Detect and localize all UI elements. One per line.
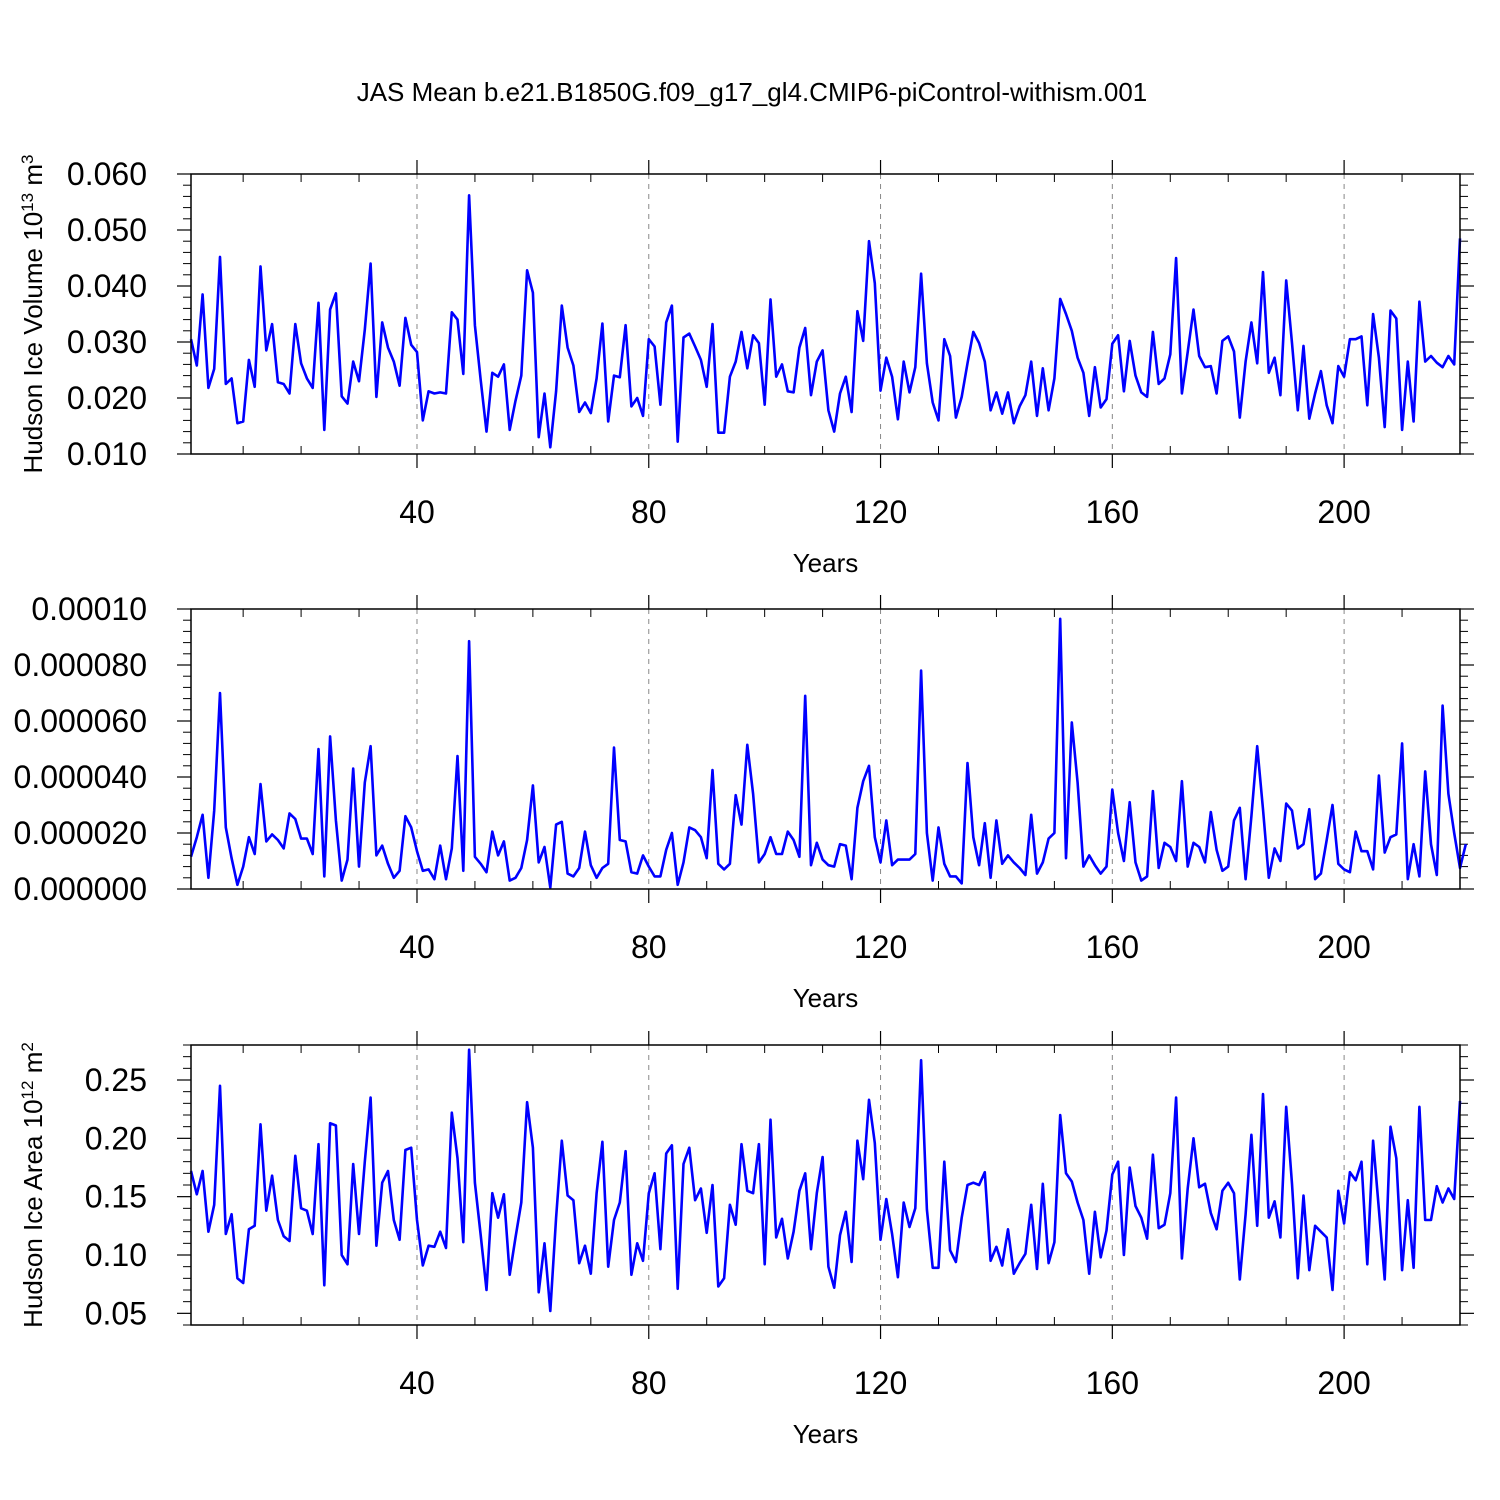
y-tick-label: 0.020	[67, 380, 147, 416]
y-tick-label: 0.000020	[14, 815, 147, 851]
y-tick-label: 0.00010	[31, 591, 147, 627]
plot-frame	[190, 173, 1461, 455]
x-tick-label: 160	[1086, 1365, 1139, 1401]
x-tick-label: 80	[631, 929, 667, 965]
x-tick-label: 80	[631, 1365, 667, 1401]
x-tick-label: 120	[854, 929, 907, 965]
y-tick-label: 0.000060	[14, 703, 147, 739]
plot-frame	[190, 608, 1461, 890]
x-axis-label: Years	[793, 548, 859, 578]
y-tick-label: 0.040	[67, 268, 147, 304]
y-tick-label: 0.10	[85, 1237, 147, 1273]
y-tick-label: 0.010	[67, 436, 147, 472]
x-tick-label: 80	[631, 494, 667, 530]
x-axis-label: Years	[793, 983, 859, 1013]
y-tick-label: 0.000040	[14, 759, 147, 795]
series-line	[189, 1048, 1462, 1313]
chart-panel-1: 40 80 120 160 200 0.010 0.020 0.030 0.040 0.050 0.…	[18, 155, 1474, 578]
x-tick-label: 120	[854, 1365, 907, 1401]
series-line	[189, 617, 1468, 889]
x-tick-label: 200	[1317, 1365, 1370, 1401]
y-tick-label: 0.25	[85, 1062, 147, 1098]
y-tick-label: 0.15	[85, 1179, 147, 1215]
figure-title: JAS Mean b.e21.B1850G.f09_g17_gl4.CMIP6-…	[357, 77, 1148, 107]
y-tick-label: 0.030	[67, 324, 147, 360]
x-tick-label: 40	[399, 929, 435, 965]
y-tick-label: 0.050	[67, 212, 147, 248]
series-line	[189, 194, 1462, 449]
x-tick-label: 40	[399, 1365, 435, 1401]
y-tick-label: 0.05	[85, 1295, 147, 1331]
x-tick-label: 120	[854, 494, 907, 530]
x-tick-label: 200	[1317, 929, 1370, 965]
chart-panel-2: 40 80 120 160 200 0.000000 0.000020 0.000040 0.0…	[14, 591, 1474, 1013]
x-tick-label: 160	[1086, 494, 1139, 530]
x-tick-label: 200	[1317, 494, 1370, 530]
x-tick-label: 40	[399, 494, 435, 530]
panels: 40 80 120 160 200 0.010 0.020 0.030 0.040 0.050 0.…	[14, 155, 1474, 1449]
y-tick-label: 0.20	[85, 1120, 147, 1156]
chart-panel-3: 40 80 120 160 200 0.05 0.10 0.15 0.20 0.25 Years Hu…	[18, 1031, 1474, 1449]
y-tick-label: 0.060	[67, 156, 147, 192]
x-tick-label: 160	[1086, 929, 1139, 965]
plot-frame	[190, 1044, 1461, 1326]
x-axis-label: Years	[793, 1419, 859, 1449]
y-axis-label: Hudson Ice Area 1012 m2	[18, 1042, 49, 1328]
y-tick-label: 0.000080	[14, 647, 147, 683]
y-axis-label: Hudson Ice Volume 1013 m3	[18, 155, 49, 474]
y-tick-label: 0.000000	[14, 871, 147, 907]
